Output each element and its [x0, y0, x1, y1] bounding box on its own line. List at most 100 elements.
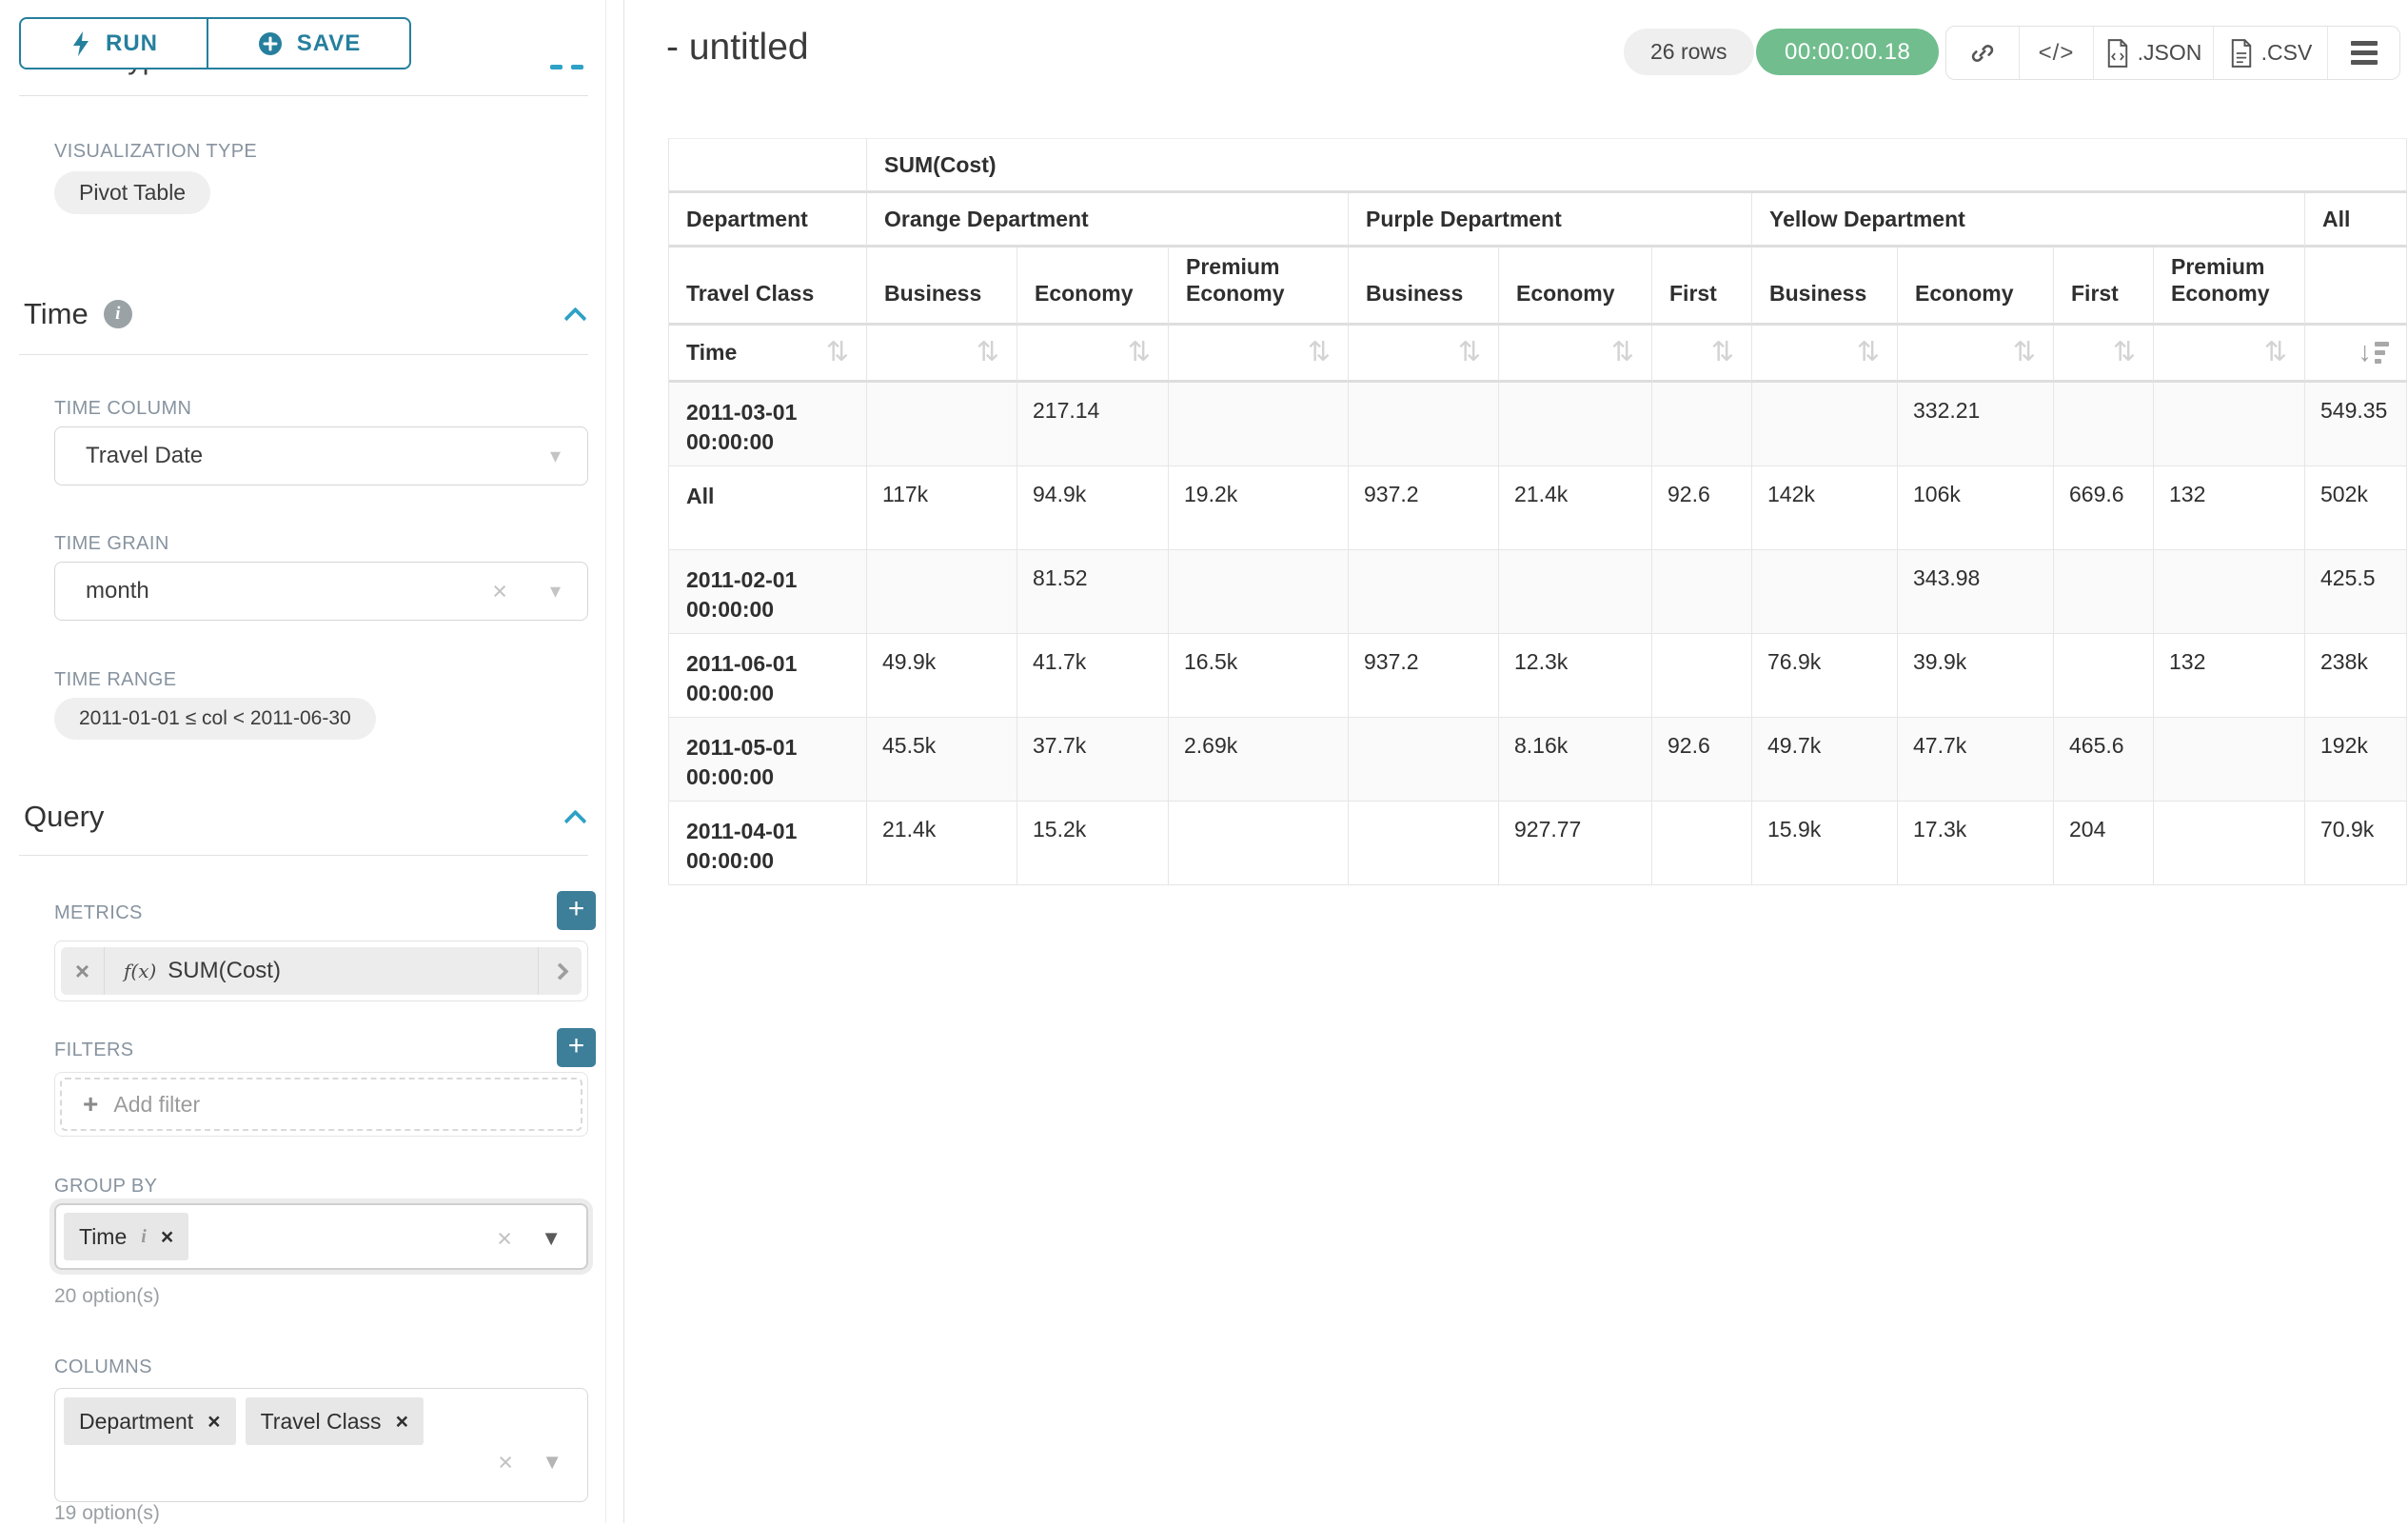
- sort-toggle-icon[interactable]: ⇅: [1307, 337, 1331, 367]
- value-cell: [1652, 550, 1752, 634]
- value-cell: 37.7k: [1017, 718, 1169, 802]
- sort-toggle-icon[interactable]: ⇅: [1457, 337, 1481, 367]
- query-section-title: Query: [24, 800, 105, 833]
- columns-tag[interactable]: Department ×: [64, 1397, 236, 1445]
- link-icon: [1971, 44, 1994, 62]
- info-icon[interactable]: i: [141, 1225, 147, 1247]
- value-cell: 45.5k: [867, 718, 1017, 802]
- visualization-type-label: VISUALIZATION TYPE: [54, 141, 258, 162]
- time-range-pill[interactable]: 2011-01-01 ≤ col < 2011-06-30: [54, 698, 376, 740]
- columns-tag-label: Travel Class: [260, 1408, 382, 1434]
- remove-tag-icon[interactable]: ×: [395, 1408, 408, 1434]
- export-csv-label: .CSV: [2260, 40, 2313, 65]
- sort-header-cell: ↓: [2305, 326, 2408, 383]
- value-cell: 8.16k: [1499, 718, 1652, 802]
- value-cell: [1499, 383, 1652, 466]
- row-label-cell: 2011-04-01 00:00:00: [669, 802, 867, 885]
- travel-class-header-row: Travel Class Business Economy Premium Econo…: [669, 248, 2408, 326]
- header-cell: Travel Class: [669, 248, 867, 326]
- clear-icon[interactable]: ×: [498, 1448, 513, 1476]
- value-cell: 238k: [2305, 634, 2408, 718]
- function-icon: f(x): [124, 960, 157, 982]
- add-filter-label: Add filter: [113, 1091, 201, 1117]
- value-cell: 217.14: [1017, 383, 1169, 466]
- sort-toggle-icon[interactable]: ⇅: [1610, 337, 1634, 367]
- sort-header-cell: ⇅: [2054, 326, 2154, 383]
- value-cell: 92.6: [1652, 718, 1752, 802]
- add-filter-button[interactable]: + Add filter: [60, 1078, 582, 1131]
- export-csv-button[interactable]: .CSV: [2213, 27, 2327, 79]
- chart-title[interactable]: - untitled: [666, 27, 809, 68]
- header-cell-empty: [669, 139, 867, 193]
- menu-button[interactable]: [2327, 27, 2399, 79]
- sort-header-cell: Time ⇅: [669, 326, 867, 383]
- value-cell: [1499, 550, 1652, 634]
- sort-toggle-icon[interactable]: ⇅: [1710, 337, 1734, 367]
- value-cell: [1349, 550, 1499, 634]
- chevron-down-icon[interactable]: ▼: [542, 1450, 563, 1474]
- time-range-label: TIME RANGE: [54, 669, 177, 690]
- time-section-header[interactable]: Time i: [24, 297, 132, 331]
- visualization-type-pill[interactable]: Pivot Table: [54, 171, 211, 214]
- table-row: All 117k 94.9k 19.2k 937.2 21.4k 92.6 142k 106k 6…: [669, 466, 2408, 550]
- sort-toggle-icon[interactable]: ⇅: [1127, 337, 1151, 367]
- header-cell-empty: [2305, 248, 2408, 326]
- chevron-down-icon[interactable]: ▼: [541, 1226, 562, 1250]
- value-cell: 927.77: [1499, 802, 1652, 885]
- collapse-query-chevron-icon[interactable]: [563, 809, 587, 833]
- remove-tag-icon[interactable]: ×: [160, 1223, 174, 1249]
- save-button[interactable]: SAVE: [207, 17, 411, 69]
- export-actions-group: </> .JSON .CSV: [1945, 26, 2400, 80]
- sort-toggle-icon[interactable]: ⇅: [825, 337, 849, 367]
- add-filter-plus-button[interactable]: +: [557, 1028, 596, 1067]
- collapse-time-chevron-icon[interactable]: [563, 307, 587, 330]
- value-cell: [2154, 383, 2305, 466]
- sort-toggle-icon[interactable]: ⇅: [1856, 337, 1880, 367]
- row-count-badge: 26 rows: [1624, 29, 1754, 75]
- value-cell: 21.4k: [867, 802, 1017, 885]
- clipped-icon: [550, 65, 563, 69]
- value-cell: [2054, 634, 2154, 718]
- value-cell: [1752, 550, 1898, 634]
- filters-container: + Add filter: [54, 1072, 588, 1137]
- group-by-tag[interactable]: Time i ×: [64, 1213, 189, 1260]
- columns-tag-label: Department: [79, 1408, 194, 1434]
- embed-code-button[interactable]: </>: [2019, 27, 2093, 79]
- remove-tag-icon[interactable]: ×: [207, 1408, 221, 1434]
- sort-toggle-icon[interactable]: ⇅: [2263, 337, 2287, 367]
- value-cell: [2054, 550, 2154, 634]
- value-cell: [867, 550, 1017, 634]
- metric-item[interactable]: × f(x) SUM(Cost): [61, 947, 582, 995]
- export-json-button[interactable]: .JSON: [2093, 27, 2213, 79]
- query-section-header[interactable]: Query: [24, 800, 104, 834]
- sort-toggle-icon[interactable]: ⇅: [976, 337, 999, 367]
- remove-metric-icon[interactable]: ×: [61, 947, 105, 995]
- sort-toggle-icon[interactable]: ⇅: [2012, 337, 2036, 367]
- sort-toggle-icon[interactable]: ⇅: [2112, 337, 2136, 367]
- info-icon: i: [103, 300, 132, 328]
- expand-metric-icon[interactable]: [538, 947, 582, 995]
- value-cell: 142k: [1752, 466, 1898, 550]
- value-cell: 76.9k: [1752, 634, 1898, 718]
- sort-desc-active-icon[interactable]: ↓: [2359, 339, 2390, 366]
- chevron-down-icon[interactable]: ▾: [549, 579, 561, 603]
- columns-select[interactable]: Department × Travel Class × × ▼: [54, 1388, 588, 1502]
- group-by-select[interactable]: Time i × × ▼: [54, 1203, 588, 1270]
- table-row: 2011-03-01 00:00:00 217.14 332.21 549.35: [669, 383, 2408, 466]
- value-cell: [1349, 718, 1499, 802]
- time-column-select[interactable]: Travel Date ▾: [54, 426, 588, 485]
- columns-tag[interactable]: Travel Class ×: [245, 1397, 424, 1445]
- run-save-button-group: RUN SAVE: [19, 17, 411, 69]
- value-cell: 17.3k: [1898, 802, 2054, 885]
- add-metric-button[interactable]: +: [557, 891, 596, 930]
- run-button[interactable]: RUN: [19, 17, 207, 69]
- clear-icon[interactable]: ×: [492, 576, 507, 605]
- time-grain-select[interactable]: month × ▾: [54, 562, 588, 621]
- clear-icon[interactable]: ×: [497, 1224, 512, 1253]
- chevron-down-icon[interactable]: ▾: [549, 444, 561, 467]
- table-row: 2011-02-01 00:00:00 81.52 343.98 425.5: [669, 550, 2408, 634]
- copy-link-button[interactable]: [1946, 27, 2019, 79]
- pivot-table-container: SUM(Cost) Department Orange Department Purp…: [668, 138, 2408, 885]
- menu-icon: [2350, 41, 2378, 65]
- header-cell: First: [2054, 248, 2154, 326]
